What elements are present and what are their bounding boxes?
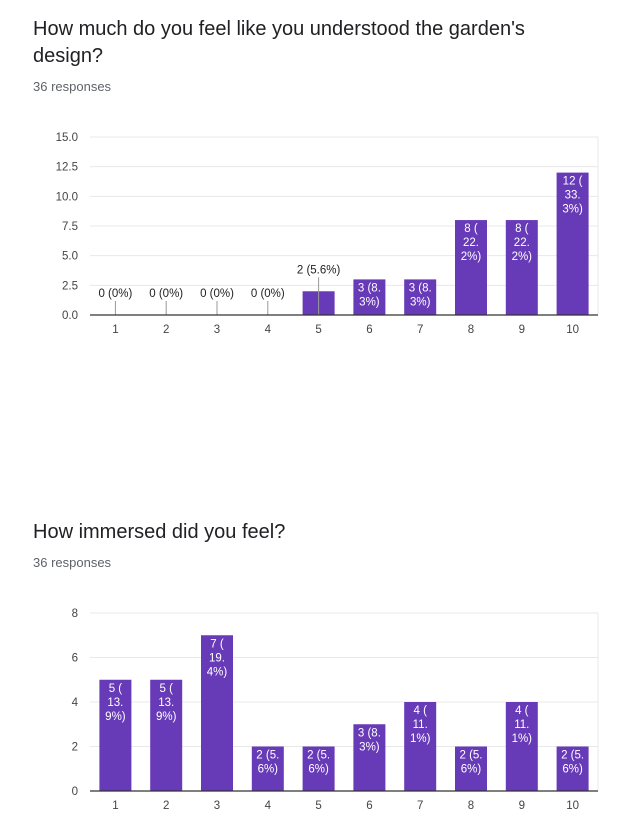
x-tick-label: 4 [265,324,272,336]
y-tick-label: 6 [72,653,78,665]
data-label: 1%) [410,733,431,745]
y-tick-label: 2 [72,742,78,754]
data-label: 8 ( [515,223,529,235]
data-label: 13. [107,697,123,709]
data-label: 6%) [258,764,279,776]
bar [556,746,589,791]
x-tick-label: 3 [214,324,220,336]
y-tick-label: 12.5 [56,162,78,174]
bar-chart-2: 0 2 4 6 8 5 ( 13. 9%) 1 5 ( 13. 9%) 2 7 ( 19. 4%) 3 2 (5.… [72,608,599,812]
y-tick-label: 5.0 [62,251,78,263]
response-count-1: 36 responses [33,79,112,94]
x-tick-label: 10 [566,800,579,812]
x-tick-label: 7 [417,324,423,336]
x-tick-label: 1 [112,324,118,336]
data-label: 7 ( [210,638,224,650]
bar [99,679,132,791]
x-tick-label: 9 [519,800,525,812]
data-label: 0 (0%) [200,288,234,300]
x-tick-label: 6 [366,800,372,812]
x-tick-label: 3 [214,800,220,812]
x-tick-label: 6 [366,324,372,336]
data-label: 2%) [512,251,533,263]
data-label: 12 ( [563,176,583,188]
bar [353,724,386,791]
x-tick-label: 1 [112,800,118,812]
question-title-1: How much do you feel like you understood… [33,18,525,67]
data-label: 6%) [461,764,482,776]
data-label: 5 ( [159,683,173,695]
bar [201,635,233,791]
x-tick-label: 5 [315,324,321,336]
data-label: 9%) [105,711,126,723]
data-label: 0 (0%) [149,288,183,300]
data-label: 3 (8. [358,727,381,739]
data-label: 3%) [410,296,431,308]
bar [302,746,335,791]
data-label: 6%) [308,764,329,776]
bar [404,279,437,315]
x-tick-label: 7 [417,800,423,812]
x-tick-label: 8 [468,800,474,812]
y-tick-label: 2.5 [62,280,78,292]
y-tick-label: 0.0 [62,310,78,322]
bar [505,702,538,791]
y-tick-label: 15.0 [56,132,78,144]
data-label: 2 (5. [307,750,330,762]
question-title-2: How immersed did you feel? [33,521,286,543]
data-label: 9%) [156,711,177,723]
x-tick-label: 2 [163,324,169,336]
data-label: 22. [463,237,479,249]
data-label: 4 ( [413,705,427,717]
x-tick-label: 4 [265,800,272,812]
data-label: 11. [514,719,529,731]
bar [251,746,284,791]
data-label: 2 (5. [256,750,279,762]
data-label: 0 (0%) [251,288,285,300]
data-label: 5 ( [109,683,123,695]
bar [404,702,437,791]
x-tick-label: 2 [163,800,169,812]
data-label: 4 ( [515,705,529,717]
data-label: 13. [158,697,174,709]
y-tick-label: 4 [72,697,79,709]
data-label: 3 (8. [409,282,432,294]
response-count-2: 36 responses [33,555,112,570]
bar [150,679,183,791]
bar-chart-1: 0.0 2.5 5.0 7.5 10.0 12.5 15.0 0 (0%) 1 0 (0%) 2 0 … [56,132,599,336]
data-label: 3 (8. [358,282,381,294]
x-tick-label: 10 [566,324,579,336]
x-tick-label: 5 [315,800,321,812]
data-label: 8 ( [464,223,478,235]
x-tick-label: 9 [519,324,525,336]
y-tick-label: 8 [72,608,78,620]
data-label: 4%) [207,666,228,678]
data-label: 2%) [461,251,482,263]
x-tick-label: 8 [468,324,474,336]
data-label: 33. [565,190,581,202]
data-label: 3%) [562,204,583,216]
data-label: 0 (0%) [98,288,132,300]
data-label: 3%) [359,741,380,753]
bar [455,746,487,791]
data-label: 1%) [512,733,533,745]
bar [455,220,487,315]
data-label: 2 (5. [561,750,584,762]
y-tick-label: 7.5 [62,221,78,233]
bar [505,220,538,315]
bar [353,279,386,315]
y-tick-label: 10.0 [56,191,78,203]
data-label: 2 (5. [459,750,482,762]
data-label: 11. [413,719,428,731]
data-label: 22. [514,237,530,249]
data-label: 19. [209,652,225,664]
data-label: 2 (5.6%) [297,264,341,276]
data-label: 6%) [562,764,583,776]
data-label: 3%) [359,296,380,308]
bar [556,172,589,315]
y-tick-label: 0 [72,786,78,798]
